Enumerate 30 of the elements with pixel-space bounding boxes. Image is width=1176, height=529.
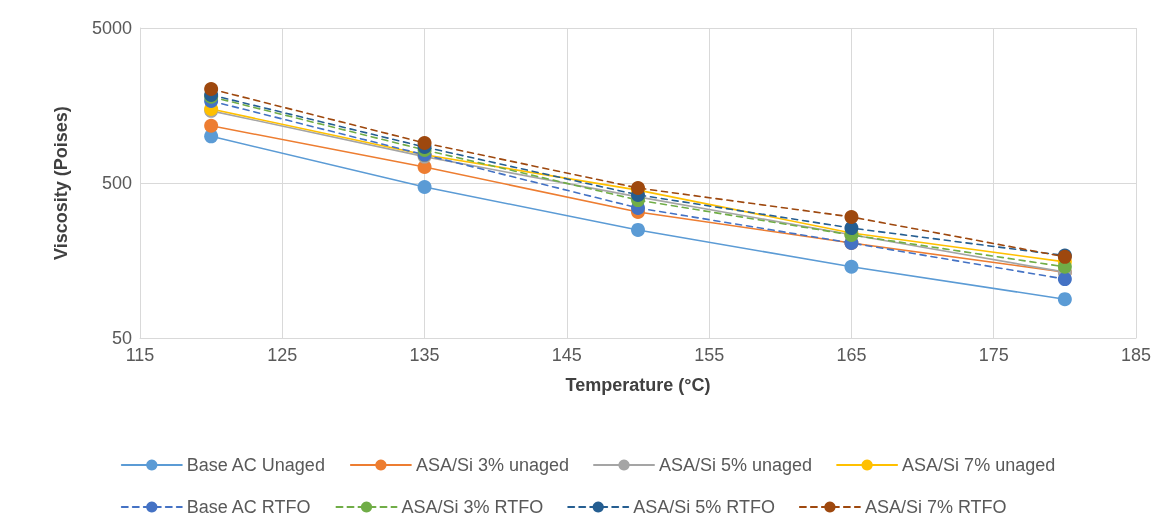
point: [417, 180, 432, 195]
y-tick-label: 500: [101, 173, 132, 193]
x-axis-title: Temperature (°C): [565, 375, 711, 395]
x-tick-label: 145: [551, 345, 582, 365]
point: [1057, 292, 1072, 307]
point: [631, 222, 645, 237]
legend-label: Base AC Unaged: [186, 455, 325, 475]
point: [844, 259, 859, 274]
point: [844, 209, 859, 224]
y-tick-label: 5000: [91, 18, 132, 38]
point: [417, 135, 432, 150]
point: [204, 118, 219, 133]
legend-label: ASA/Si 5% RTFO: [633, 497, 775, 517]
point: [1057, 272, 1072, 287]
legend-label: ASA/Si 3% RTFO: [401, 497, 544, 517]
point: [204, 82, 219, 97]
y-axis-title: Viscosity (Poises): [51, 106, 71, 260]
legend-label: ASA/Si 7% RTFO: [864, 497, 1007, 517]
legend-label: ASA/Si 5% unaged: [658, 455, 813, 475]
y-tick-label: 50: [111, 328, 132, 348]
legend-label: Base AC RTFO: [186, 497, 311, 517]
legend-label: ASA/Si 7% unaged: [902, 455, 1056, 475]
legend-label: ASA/Si 3% unaged: [415, 455, 569, 475]
x-tick-label: 185: [1120, 345, 1152, 365]
x-tick-label: 165: [836, 345, 867, 365]
x-tick-label: 115: [125, 345, 155, 365]
x-tick-label: 125: [267, 345, 298, 365]
x-tick-label: 135: [409, 345, 440, 365]
x-tick-label: 155: [694, 345, 725, 365]
x-tick-label: 175: [978, 345, 1009, 365]
